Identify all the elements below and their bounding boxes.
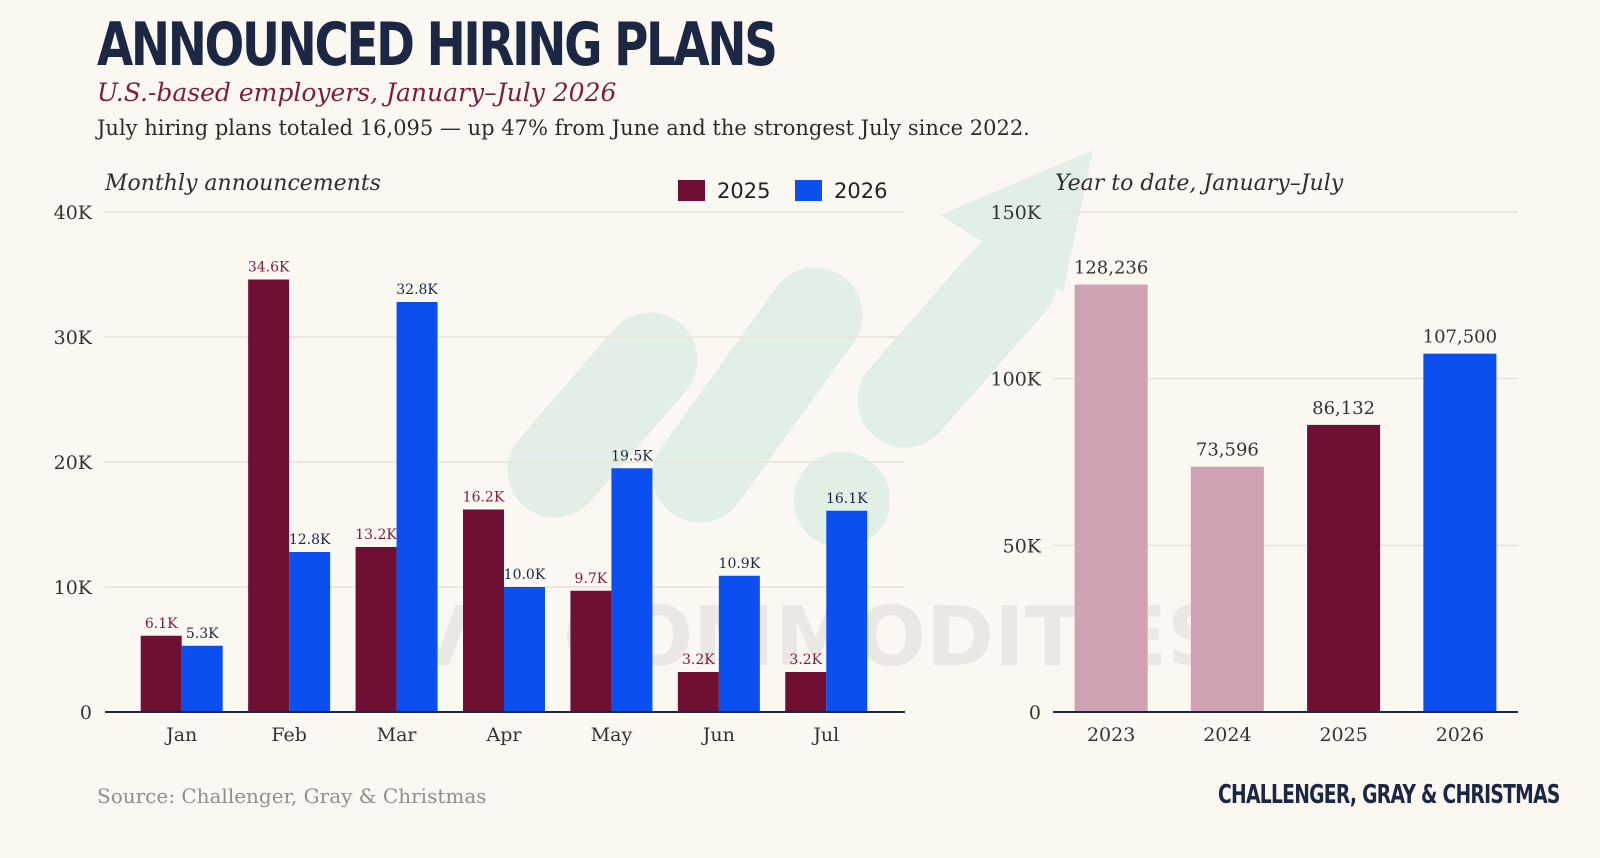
data-label-2025-jan: 6.1K — [145, 616, 178, 632]
bar-2025-may — [570, 590, 612, 712]
monthly-x-axis: Jan Feb Mar Apr May Jun Jul — [164, 724, 839, 746]
ytd-x-tick-label: 2023 — [1087, 724, 1135, 746]
bar-2025-feb — [248, 279, 290, 712]
data-label-2026-may: 19.5K — [611, 448, 653, 464]
data-label-2026-mar: 32.8K — [396, 282, 438, 298]
page-title: ANNOUNCED HIRING PLANS — [97, 10, 778, 80]
bar-2026-feb — [289, 552, 331, 712]
data-label-2026-jul: 16.1K — [826, 491, 868, 507]
ytd-bar-2024 — [1190, 466, 1264, 712]
ytd-y-tick-label: 150K — [991, 202, 1042, 224]
ytd-y-tick-label: 100K — [991, 369, 1042, 391]
monthly-y-tick-label: 20K — [54, 452, 93, 474]
ytd-x-tick-label: 2025 — [1319, 724, 1367, 746]
legend-swatch-2026 — [795, 180, 822, 201]
data-label-2025-jun: 3.2K — [682, 652, 715, 668]
ytd-bar-2025 — [1307, 424, 1381, 712]
data-label-2026-feb: 12.8K — [289, 532, 331, 548]
ytd-bar-2023 — [1074, 284, 1148, 712]
monthly-x-tick-label: Feb — [271, 724, 307, 746]
monthly-chart: Monthly announcements 0 10K 20K 30K 40K 6.1K… — [54, 171, 905, 746]
bar-2026-jul — [826, 510, 868, 712]
bar-2026-jan — [181, 645, 223, 712]
data-label-2026-jan: 5.3K — [186, 626, 219, 642]
data-label-2026-jun: 10.9K — [719, 556, 761, 572]
bar-2025-apr — [463, 509, 504, 712]
monthly-y-axis: 0 10K 20K 30K 40K — [54, 202, 93, 724]
ytd-data-label-2025: 86,132 — [1312, 398, 1375, 419]
brand-logo-text: CHALLENGER, GRAY & CHRISTMAS — [1218, 780, 1560, 810]
monthly-y-tick-label: 40K — [54, 202, 93, 224]
monthly-bars: 6.1K 5.3K 34.6K 12.8K 13.2K 32.8K 16.2K 10.0K 9.… — [140, 260, 868, 712]
bar-2025-jul — [785, 672, 827, 712]
monthly-chart-title: Monthly announcements — [104, 171, 381, 196]
monthly-x-tick-label: Jul — [811, 724, 839, 746]
data-label-2025-mar: 13.2K — [355, 527, 397, 543]
data-label-2025-apr: 16.2K — [463, 490, 505, 506]
legend-label-2026: 2026 — [834, 179, 887, 203]
ytd-y-tick-label: 0 — [1029, 702, 1041, 724]
ytd-x-axis: 2023 2024 2025 2026 — [1087, 724, 1484, 746]
ytd-x-tick-label: 2026 — [1436, 724, 1484, 746]
bar-2025-jun — [677, 672, 719, 712]
monthly-x-tick-label: Mar — [377, 724, 418, 746]
data-label-2025-jul: 3.2K — [789, 652, 822, 668]
bar-2025-jan — [140, 635, 182, 712]
monthly-x-tick-label: May — [591, 724, 633, 746]
ytd-data-label-2024: 73,596 — [1196, 440, 1259, 461]
monthly-y-tick-label: 30K — [54, 327, 93, 349]
ytd-y-axis: 0 50K 100K 150K — [991, 202, 1042, 724]
monthly-x-tick-label: Jun — [701, 724, 735, 746]
ytd-bar-2026 — [1423, 353, 1497, 712]
ytd-data-label-2026: 107,500 — [1423, 327, 1497, 348]
bar-2026-jun — [718, 575, 760, 712]
legend-swatch-2025 — [678, 180, 705, 201]
data-label-2026-apr: 10.0K — [504, 567, 546, 583]
ytd-chart: Year to date, January–July 050K100K150K … — [991, 171, 1518, 746]
ytd-chart-title: Year to date, January–July — [1055, 171, 1344, 196]
monthly-x-tick-label: Apr — [486, 724, 523, 746]
page-description: July hiring plans totaled 16,095 — up 47… — [97, 116, 1030, 140]
monthly-x-tick-label: Jan — [164, 724, 197, 746]
data-label-2025-feb: 34.6K — [248, 260, 290, 276]
bar-2026-may — [611, 468, 653, 712]
source-note: Source: Challenger, Gray & Christmas — [97, 784, 487, 808]
ytd-x-tick-label: 2024 — [1203, 724, 1251, 746]
bar-2026-mar — [396, 302, 438, 712]
bar-2026-apr — [504, 587, 545, 712]
monthly-y-tick-label: 10K — [54, 577, 93, 599]
monthly-y-tick-label: 0 — [80, 702, 92, 724]
ytd-bars: 128,236 73,596 86,132 107,500 — [1074, 258, 1497, 712]
ytd-y-tick-label: 50K — [1003, 535, 1042, 557]
legend: 2025 2026 — [678, 179, 887, 203]
data-label-2025-may: 9.7K — [575, 571, 608, 587]
bar-2025-mar — [355, 547, 397, 712]
page-subtitle: U.S.-based employers, January–July 2026 — [97, 78, 617, 107]
legend-label-2025: 2025 — [717, 179, 770, 203]
ytd-data-label-2023: 128,236 — [1074, 258, 1148, 279]
